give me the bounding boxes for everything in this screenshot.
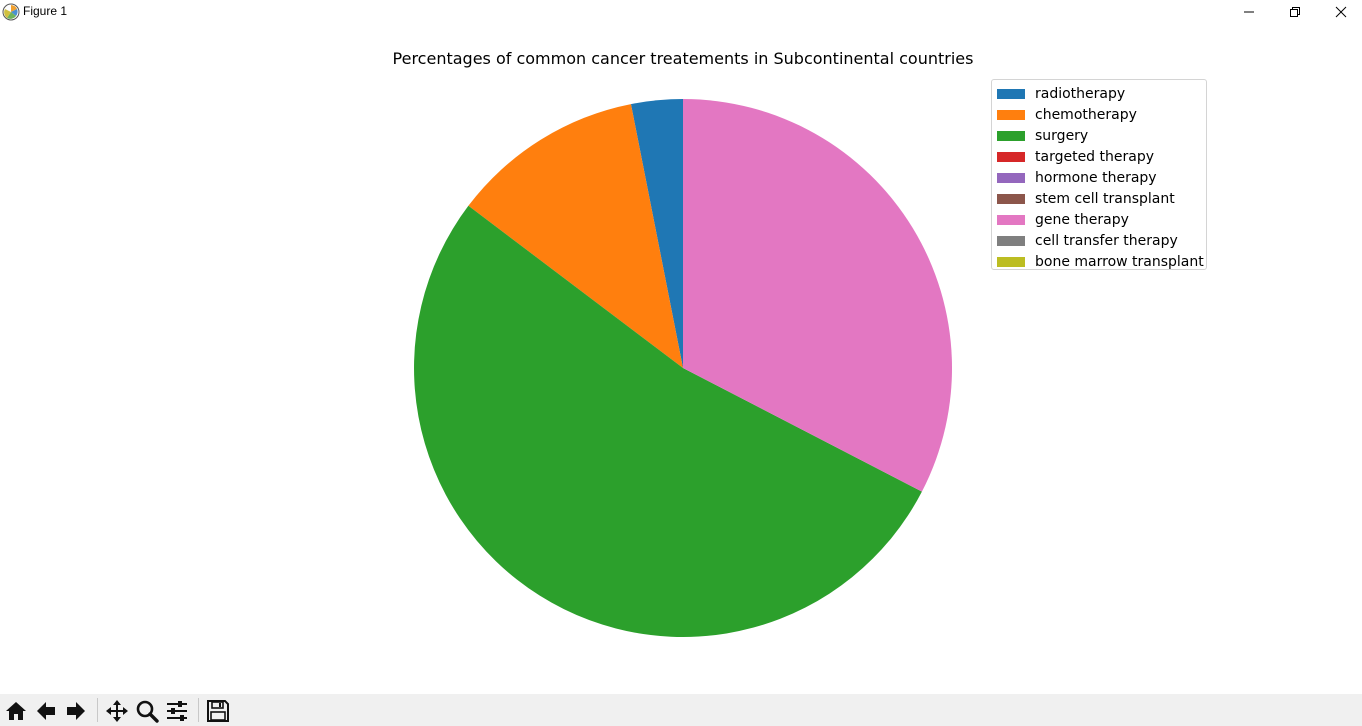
pie-slice-chemotherapy [468,104,683,368]
legend-swatch [997,110,1025,120]
legend-item: chemotherapy [992,105,1208,126]
legend-item: bone marrow transplant [992,252,1208,273]
legend-label: radiotherapy [1035,86,1126,102]
pie-slice-radiotherapy [630,99,683,368]
arrow-right-icon [67,702,85,720]
restore-icon [1290,7,1300,17]
legend-swatch [997,215,1025,225]
legend-label: stem cell transplant [1035,191,1175,207]
minimize-button[interactable] [1226,0,1272,24]
toolbar-separator [97,698,98,722]
legend-swatch [997,257,1025,267]
close-icon [1335,6,1347,18]
legend-label: targeted therapy [1035,149,1154,165]
save-button[interactable] [204,697,232,725]
legend-item: targeted therapy [992,147,1208,168]
legend-label: bone marrow transplant [1035,254,1204,270]
arrow-left-icon [37,702,55,720]
pie-slice-gene-therapy [683,99,953,492]
window-titlebar: Figure 1 [0,0,1362,24]
legend-swatch [997,236,1025,246]
chart-legend: radiotherapy chemotherapy surgery targeted … [991,79,1207,270]
legend-item: gene therapy [992,210,1208,231]
sliders-icon [167,701,187,721]
floppy-disk-icon [207,700,229,722]
legend-swatch [997,152,1025,162]
legend-item: hormone therapy [992,168,1208,189]
legend-swatch [997,173,1025,183]
minimize-icon [1244,11,1254,13]
matplotlib-icon [2,3,20,21]
restore-button[interactable] [1272,0,1318,24]
move-icon [106,700,128,722]
legend-item: stem cell transplant [992,189,1208,210]
legend-label: surgery [1035,128,1089,144]
legend-swatch [997,194,1025,204]
legend-label: gene therapy [1035,212,1129,228]
navigation-toolbar [0,694,1362,726]
figure-canvas[interactable]: Percentages of common cancer treatements… [0,24,1362,694]
legend-item: radiotherapy [992,84,1208,105]
forward-button[interactable] [62,697,90,725]
legend-label: hormone therapy [1035,170,1157,186]
legend-swatch [997,89,1025,99]
home-button[interactable] [2,697,30,725]
back-button[interactable] [32,697,60,725]
zoom-button[interactable] [133,697,161,725]
window-title: Figure 1 [23,4,68,18]
pie-chart [414,99,953,637]
pie-slice-surgery [414,205,922,637]
home-icon [6,702,26,720]
chart-title: Percentages of common cancer treatements… [392,49,974,68]
toolbar-separator [198,698,199,722]
legend-item: cell transfer therapy [992,231,1208,252]
legend-label: cell transfer therapy [1035,233,1178,249]
close-button[interactable] [1318,0,1362,24]
legend-swatch [997,131,1025,141]
pan-button[interactable] [103,697,131,725]
legend-item: surgery [992,126,1208,147]
legend-label: chemotherapy [1035,107,1137,123]
magnifier-icon [136,700,159,723]
configure-subplots-button[interactable] [163,697,191,725]
